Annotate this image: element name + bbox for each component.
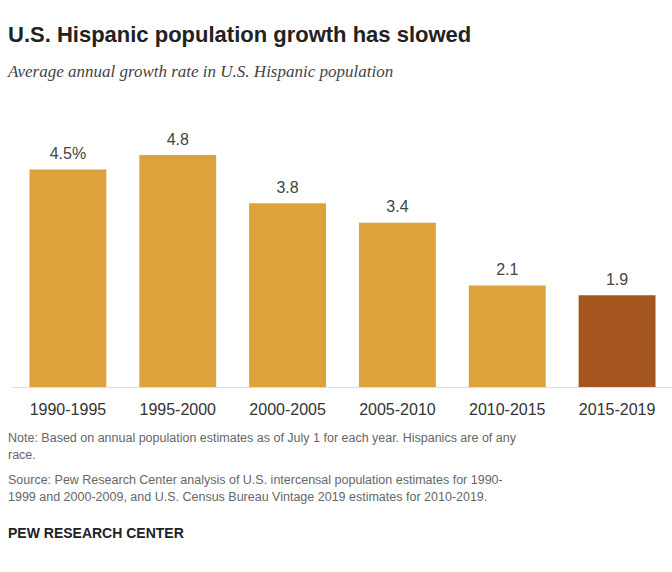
svg-text:1995-2000: 1995-2000 (139, 401, 216, 418)
html-text:race.: race. (8, 448, 36, 462)
svg-text:2.1: 2.1 (496, 261, 518, 278)
svg-text:3.8: 3.8 (276, 179, 298, 196)
html-text:Note: Based on annual populati: Note: Based on annual population estimat… (8, 431, 516, 445)
svg-text:2000-2005: 2000-2005 (249, 401, 326, 418)
svg-text:4.8: 4.8 (167, 131, 189, 148)
html-text:1999 and 2000-2009, and U.S. C: 1999 and 2000-2009, and U.S. Census Bure… (8, 490, 488, 504)
svg-text:2010-2015: 2010-2015 (469, 401, 546, 418)
html-text:PEW RESEARCH CENTER: PEW RESEARCH CENTER (8, 525, 184, 541)
svg-text:1.9: 1.9 (606, 271, 628, 288)
html-text:U.S. Hispanic population growt: U.S. Hispanic population growth has slow… (8, 22, 472, 47)
svg-text:3.4: 3.4 (386, 198, 408, 215)
svg-text:1990-1995: 1990-1995 (30, 401, 107, 418)
html-text:Source: Pew Research Center an: Source: Pew Research Center analysis of … (8, 473, 503, 487)
svg-text:4.5%: 4.5% (50, 145, 86, 162)
svg-text:2005-2010: 2005-2010 (359, 401, 436, 418)
html-text:Average annual growth rate in: Average annual growth rate in U.S. Hispa… (8, 62, 394, 81)
svg-text:2015-2019: 2015-2019 (579, 401, 656, 418)
